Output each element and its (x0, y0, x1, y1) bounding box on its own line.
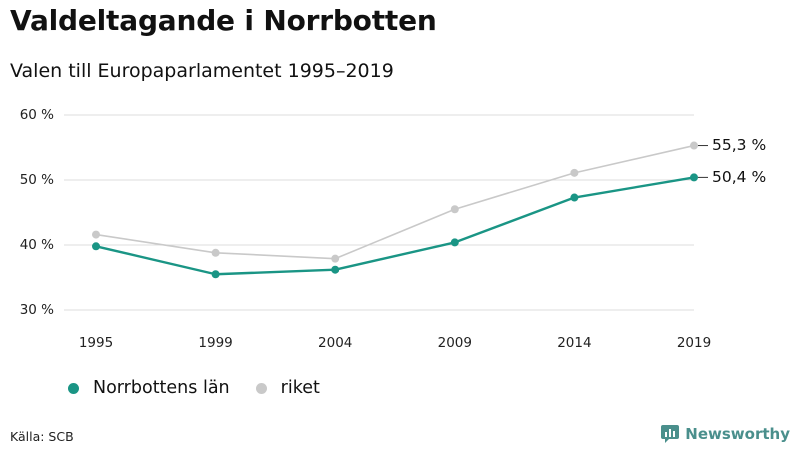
brand-name: Newsworthy (685, 425, 790, 443)
legend-item-norrbotten: Norrbottens län (68, 378, 230, 398)
data-point-riket (331, 254, 340, 263)
data-point-norrbotten (331, 265, 340, 274)
y-tick-label: 50 % (20, 172, 54, 188)
data-point-norrbotten (92, 242, 100, 251)
data-point-norrbotten (211, 270, 220, 279)
series-line-norrbotten (95, 176, 695, 276)
line-chart: 30 % 40 % 50 % 60 % 1995 1999 2004 2009 2014 2019… (20, 107, 766, 351)
x-tick-label: 2004 (318, 335, 352, 351)
x-tick-label: 1995 (79, 335, 113, 351)
legend-item-riket: riket (255, 378, 320, 398)
chart-subtitle: Valen till Europaparlamentet 1995–2019 (10, 60, 394, 82)
legend: Norrbottens län riket (68, 378, 346, 398)
x-tick-label: 2014 (557, 335, 591, 351)
end-label-riket: 55,3 % (712, 136, 766, 154)
data-point-norrbotten (690, 173, 698, 182)
legend-dot-riket (255, 382, 267, 394)
source-note: Källa: SCB (10, 429, 74, 444)
legend-dot-norrbotten (68, 382, 79, 394)
y-tick-label: 30 % (20, 302, 54, 318)
end-label-norrbotten: 50,4 % (712, 168, 766, 186)
data-point-riket (450, 205, 459, 214)
legend-label-riket: riket (280, 378, 320, 398)
brand-logo[interactable]: Newsworthy (661, 425, 790, 443)
data-point-riket (211, 248, 220, 257)
newsworthy-logo-icon (661, 425, 680, 443)
data-point-riket (92, 230, 100, 239)
x-tick-label: 1999 (198, 335, 232, 351)
series-line-riket (95, 144, 695, 260)
y-tick-label: 60 % (20, 107, 54, 123)
data-point-riket (570, 168, 579, 177)
data-point-norrbotten (570, 193, 579, 202)
legend-label-norrbotten: Norrbottens län (93, 378, 230, 398)
x-tick-label: 2019 (677, 335, 711, 351)
data-point-norrbotten (450, 238, 459, 247)
y-tick-label: 40 % (20, 237, 54, 253)
data-point-riket (690, 141, 698, 150)
chart-title: Valdeltagande i Norrbotten (10, 4, 437, 37)
x-tick-label: 2009 (438, 335, 472, 351)
